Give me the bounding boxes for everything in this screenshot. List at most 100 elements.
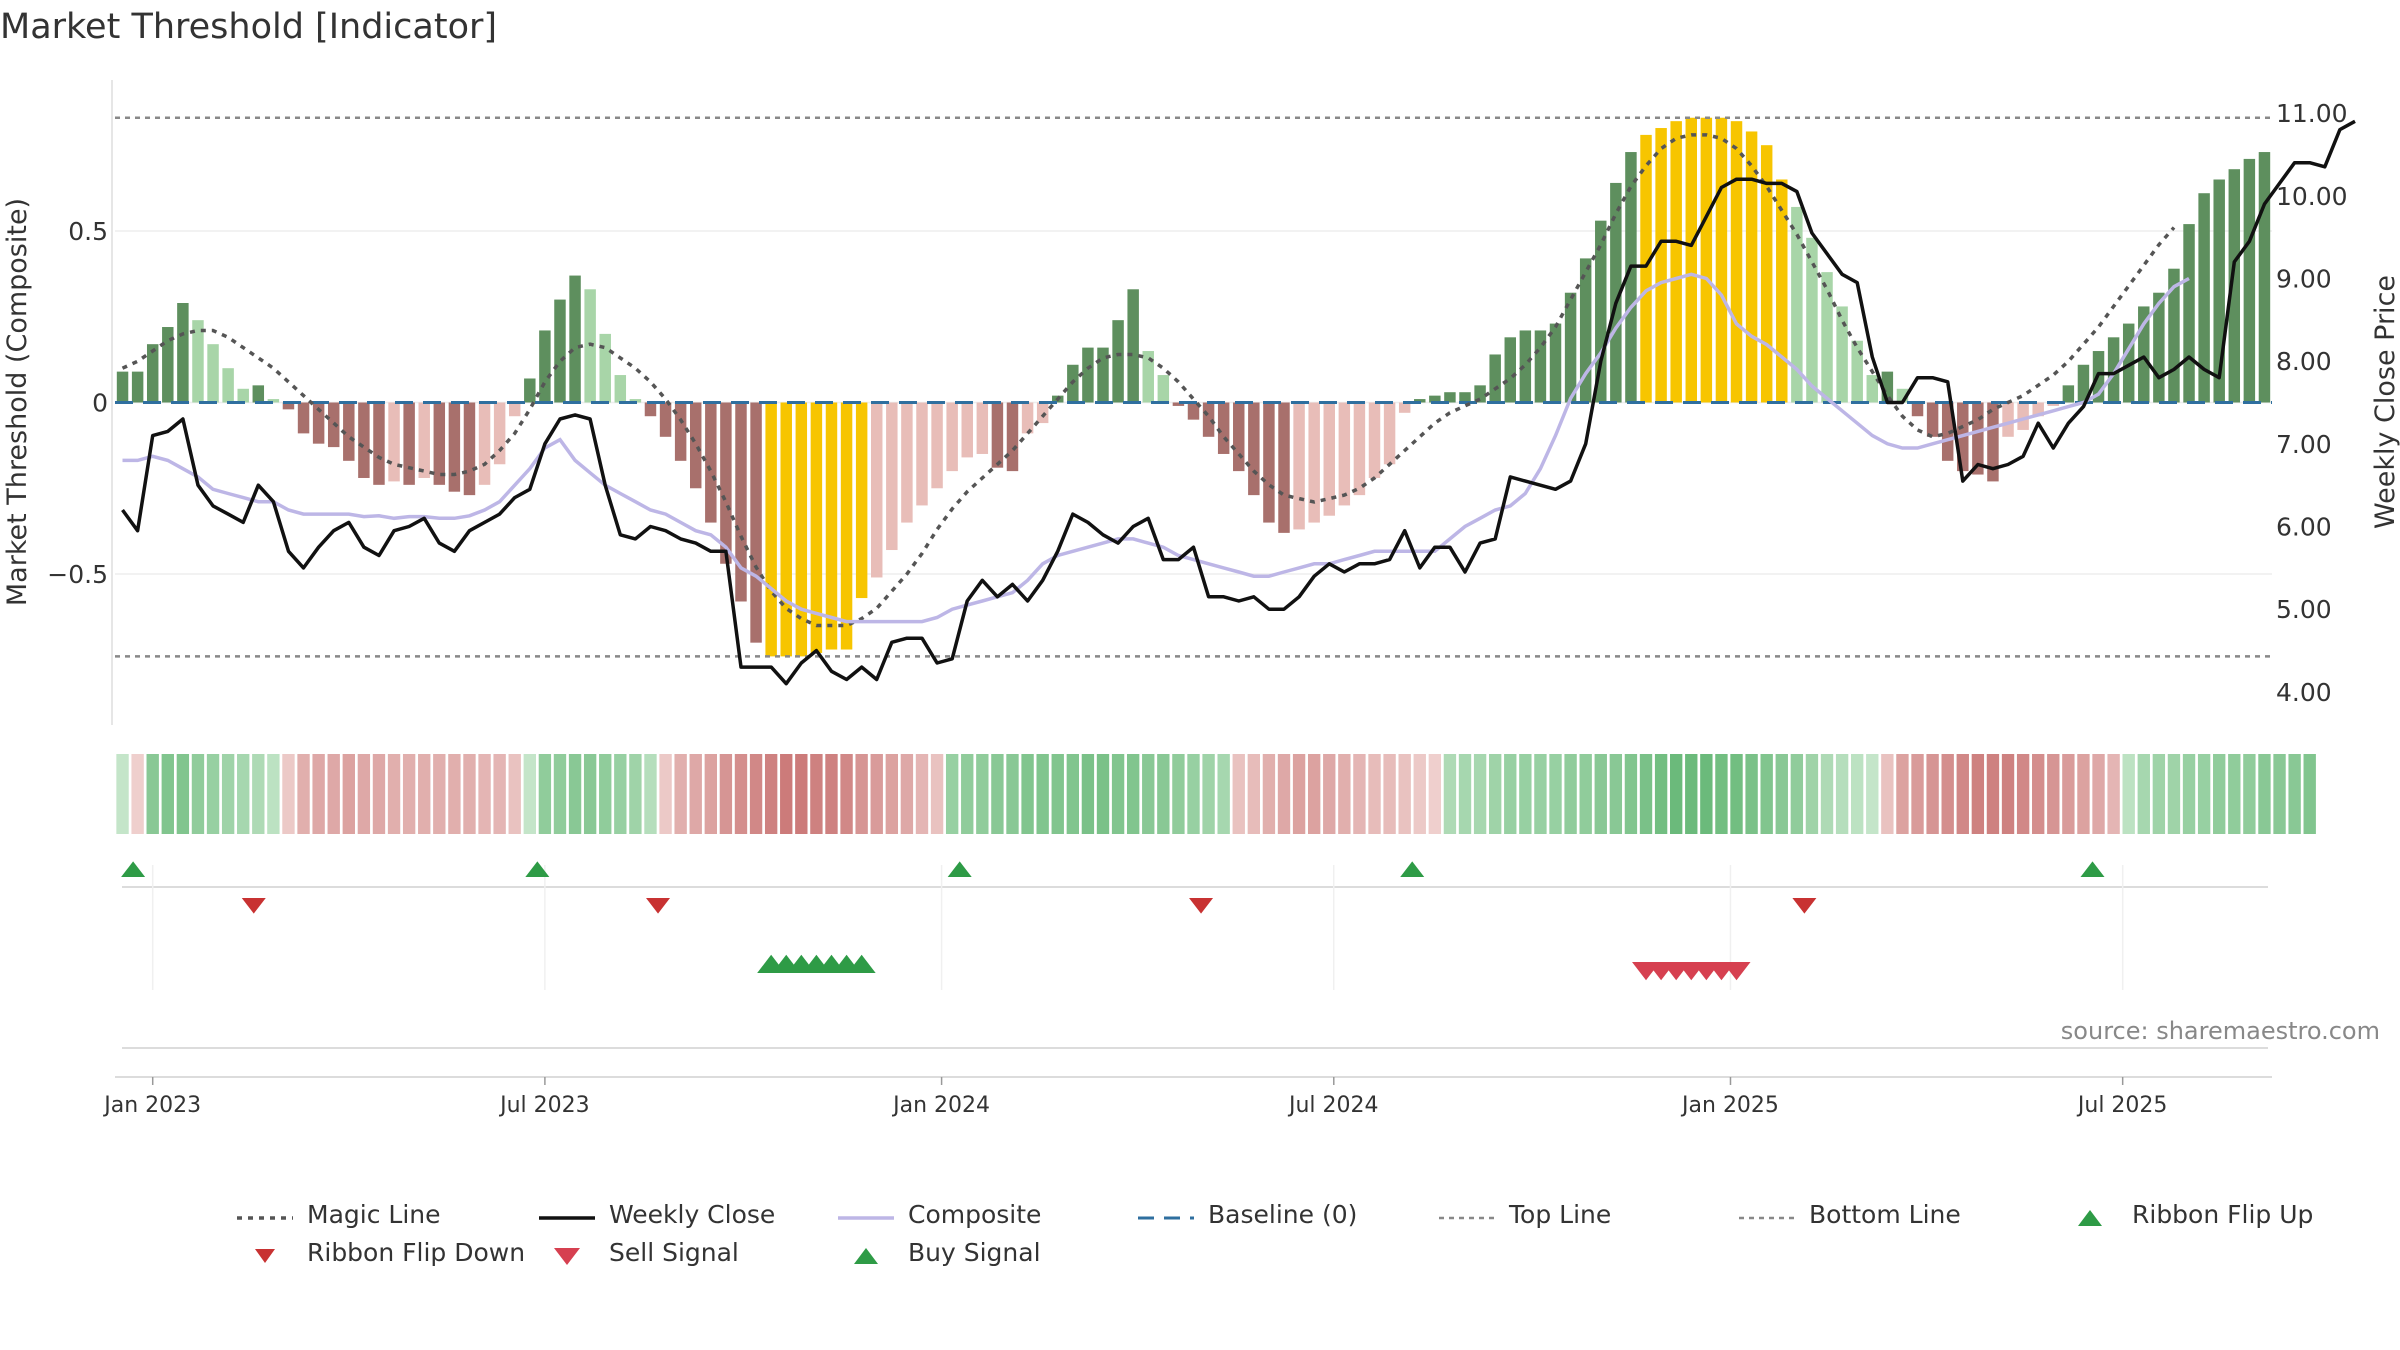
ribbon-strip — [116, 754, 2316, 834]
composite-bar — [1338, 402, 1351, 506]
ribbon-cell — [1368, 754, 1381, 834]
composite-bar — [1519, 330, 1532, 403]
ribbon-cell — [1775, 754, 1788, 834]
ribbon-cell — [1473, 754, 1487, 834]
ribbon-flip-down-marker — [1189, 898, 1214, 914]
ribbon-cell — [1277, 754, 1291, 834]
composite-bar — [222, 368, 234, 403]
ribbon-cell — [976, 754, 989, 834]
legend-label: Weekly Close — [609, 1200, 776, 1229]
ribbon-cell — [237, 754, 250, 834]
composite-bar — [1187, 402, 1200, 420]
composite-bar — [976, 402, 989, 454]
ribbon-cell — [644, 754, 657, 834]
chart-legend: Magic Line Weekly Close Composite Baseline … — [0, 1200, 2400, 1280]
ribbon-cell — [508, 754, 521, 834]
ribbon-flip-down-marker — [241, 898, 266, 914]
legend-swatch-icon — [1437, 1205, 1497, 1225]
composite-bar — [1353, 402, 1366, 496]
composite-bar — [343, 402, 355, 461]
ribbon-cell — [795, 754, 808, 834]
legend-label: Top Line — [1509, 1200, 1612, 1229]
ribbon-cell — [1172, 754, 1185, 834]
ribbon-cell — [448, 754, 461, 834]
ribbon-cell — [2077, 754, 2090, 834]
composite-bar — [282, 402, 295, 410]
ribbon-cell — [267, 754, 280, 834]
ribbon-cell — [749, 754, 763, 834]
ribbon-cell — [1790, 754, 1804, 834]
composite-bar — [1398, 402, 1411, 413]
ribbon-cell — [1428, 754, 1442, 834]
ribbon-cell — [463, 754, 476, 834]
ribbon-cell — [538, 754, 552, 834]
ribbon-cell — [2167, 754, 2181, 834]
ribbon-cell — [2001, 754, 2015, 834]
composite-bar — [373, 402, 385, 485]
legend-label: Composite — [908, 1200, 1042, 1229]
composite-bar — [1745, 131, 1758, 403]
composite-bar — [2168, 268, 2180, 403]
ribbon-cell — [1971, 754, 1985, 834]
composite-bar — [2107, 337, 2120, 403]
composite-bar — [931, 402, 943, 489]
ribbon-cell — [1624, 754, 1638, 834]
composite-bar — [1549, 323, 1562, 403]
ribbon-cell — [1413, 754, 1426, 834]
composite-bar — [720, 402, 732, 564]
x-tick-label: Jan 2024 — [891, 1093, 990, 1118]
ribbon-cell — [327, 754, 340, 834]
composite-bar — [237, 388, 249, 403]
composite-bar — [177, 303, 189, 403]
ribbon-cell — [1021, 754, 1034, 834]
composite-bar — [448, 402, 461, 492]
composite-bar — [116, 371, 129, 403]
ribbon-cell — [1805, 754, 1819, 834]
composite-bar — [463, 402, 476, 496]
right-tick-label: 9.00 — [2276, 264, 2332, 293]
ribbon-cell — [116, 754, 129, 834]
composite-bar — [1685, 117, 1698, 403]
composite-bar — [2213, 179, 2225, 403]
legend-swatch-icon — [537, 1243, 597, 1265]
ribbon-cell — [1851, 754, 1864, 834]
ribbon-cell — [2122, 754, 2135, 834]
ribbon-cell — [1187, 754, 1200, 834]
composite-bar — [1776, 179, 1788, 403]
ribbon-cell — [1700, 754, 1713, 834]
ribbon-cell — [206, 754, 220, 834]
composite-bar — [780, 402, 792, 657]
composite-bar — [1323, 402, 1335, 516]
ribbon-cell — [1941, 754, 1954, 834]
composite-bar — [524, 378, 536, 403]
ribbon-cell — [1594, 754, 1607, 834]
source-label: source: sharemaestro.com — [2061, 1017, 2380, 1045]
ribbon-cell — [1956, 754, 1969, 834]
composite-bar — [2153, 292, 2165, 403]
ribbon-cell — [1458, 754, 1472, 834]
ribbon-cell — [1096, 754, 1110, 834]
composite-bar — [810, 402, 823, 653]
ribbon-cell — [1398, 754, 1411, 834]
sell-signal-marker — [1722, 962, 1751, 981]
ribbon-cell — [1866, 754, 1879, 834]
composite-bar — [750, 402, 762, 643]
ribbon-cell — [523, 754, 536, 834]
ribbon-cell — [659, 754, 672, 834]
composite-bar — [2077, 364, 2090, 403]
ribbon-cell — [734, 754, 748, 834]
magic-line — [121, 133, 2176, 628]
ribbon-cell — [1835, 754, 1849, 834]
right-tick-label: 6.00 — [2276, 513, 2332, 542]
composite-bar — [1263, 402, 1275, 523]
composite-bar — [705, 402, 717, 523]
ribbon-cell — [1926, 754, 1939, 834]
right-tick-label: 11.00 — [2276, 99, 2348, 128]
composite-bar — [916, 402, 928, 506]
legend-item: Baseline (0) — [1136, 1200, 1357, 1229]
composite-bar — [1730, 121, 1743, 403]
legend-item: Weekly Close — [537, 1200, 775, 1229]
ribbon-cell — [689, 754, 702, 834]
ribbon-flip-up-marker — [947, 861, 972, 877]
composite-bar — [961, 402, 973, 458]
